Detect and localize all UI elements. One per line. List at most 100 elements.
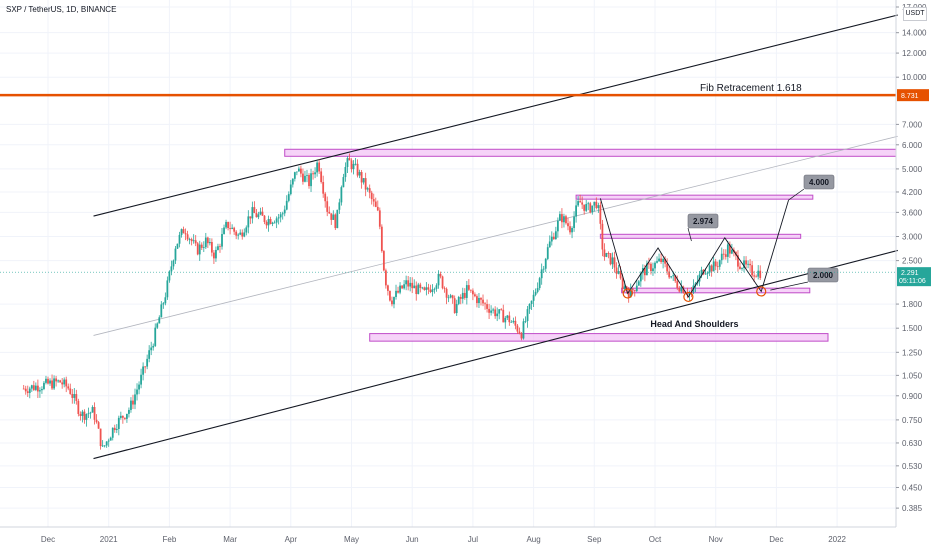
candle-body — [607, 253, 610, 254]
candle-body — [350, 160, 353, 170]
candle-body — [314, 172, 316, 175]
candle-body — [591, 205, 594, 213]
candle-body — [656, 261, 658, 263]
candle-body — [126, 413, 128, 419]
candle-body — [405, 280, 408, 285]
projection-line — [599, 198, 789, 298]
candle-body — [184, 233, 187, 235]
candle-body — [488, 308, 490, 313]
candle-body — [253, 207, 256, 214]
callout-pointer — [770, 281, 809, 291]
currency-button[interactable]: USDT — [903, 7, 927, 21]
candle-body — [463, 292, 466, 298]
candle-body — [627, 290, 630, 298]
candle-body — [123, 417, 126, 419]
candle-body — [178, 234, 181, 244]
candle-body — [686, 293, 689, 295]
candle-body — [393, 296, 395, 305]
candle-body — [144, 366, 147, 368]
candle-body — [83, 411, 86, 420]
candle-body — [662, 258, 664, 263]
candle-body — [550, 236, 553, 242]
candle-body — [548, 241, 551, 248]
candle-body — [69, 388, 72, 394]
candle-body — [512, 320, 515, 322]
candle-body — [409, 282, 412, 287]
candle-body — [585, 204, 588, 211]
candle-body — [71, 393, 74, 398]
candle-body — [364, 178, 367, 190]
candle-body — [561, 214, 563, 223]
target-label-mid: 2.974 — [693, 217, 714, 226]
candle-body — [140, 374, 142, 385]
callout-box — [687, 213, 719, 229]
price-tick-label: 2.500 — [902, 257, 923, 266]
shoulder-marker — [756, 286, 767, 297]
candle-body — [109, 437, 112, 441]
candle-body — [427, 287, 430, 290]
candle-body — [150, 347, 153, 351]
candle-body — [332, 214, 335, 220]
candle-body — [524, 321, 527, 322]
candle-body — [490, 310, 493, 313]
candle-body — [356, 163, 359, 176]
candle-body — [755, 276, 758, 278]
candle-body — [81, 411, 84, 416]
candle-body — [380, 226, 383, 252]
candle-body — [650, 263, 652, 272]
candle-body — [401, 285, 403, 289]
candle-body — [128, 409, 130, 414]
candle-body — [53, 378, 55, 389]
callout-pointer — [687, 227, 692, 242]
candle-body — [39, 390, 41, 392]
candle-body — [229, 228, 231, 229]
candle-body — [243, 232, 246, 237]
candle-body — [757, 270, 760, 277]
candle-body — [747, 263, 749, 265]
candle-body — [156, 323, 159, 328]
candle-body — [631, 288, 634, 291]
candle-body — [376, 206, 379, 211]
candle-body — [370, 192, 373, 200]
candle-body — [457, 296, 460, 304]
time-tick-label: Nov — [709, 535, 723, 544]
candle-body — [629, 288, 632, 298]
candle-body — [423, 287, 426, 290]
candle-body — [287, 194, 290, 201]
price-tick-label: 0.750 — [902, 416, 923, 425]
candle-body — [621, 278, 624, 290]
price-tick-label: 5.000 — [902, 165, 923, 174]
time-tick-label: Jul — [468, 535, 478, 544]
symbol-header: SXP / TetherUS, 1D, BINANCE — [6, 5, 117, 14]
trend-line — [93, 249, 898, 460]
candle-body — [89, 412, 92, 414]
candle-body — [546, 247, 549, 259]
candle-body — [281, 213, 284, 215]
candle-body — [87, 413, 90, 415]
candle-body — [93, 407, 96, 420]
candle-body — [85, 414, 88, 420]
candle-body — [544, 258, 547, 269]
candle-body — [334, 214, 337, 229]
candle-body — [217, 246, 219, 250]
candle-body — [395, 290, 397, 297]
candle-body — [328, 211, 331, 214]
projection-path — [599, 198, 789, 303]
candle-body — [706, 272, 709, 274]
candle-body — [271, 222, 274, 224]
candle-body — [352, 163, 355, 170]
candle-body — [658, 258, 660, 262]
candle-body — [45, 378, 47, 383]
candle-body — [542, 268, 545, 270]
candle-body — [168, 271, 171, 281]
candle-body — [202, 247, 205, 248]
candle-body — [587, 203, 590, 205]
candle-body — [439, 273, 442, 277]
candle-body — [297, 168, 300, 172]
candle-body — [494, 309, 497, 317]
candle-body — [239, 232, 242, 235]
price-axis: 17.00014.00012.00010.0007.0006.0005.0004… — [895, 0, 927, 527]
candle-body — [263, 215, 266, 222]
